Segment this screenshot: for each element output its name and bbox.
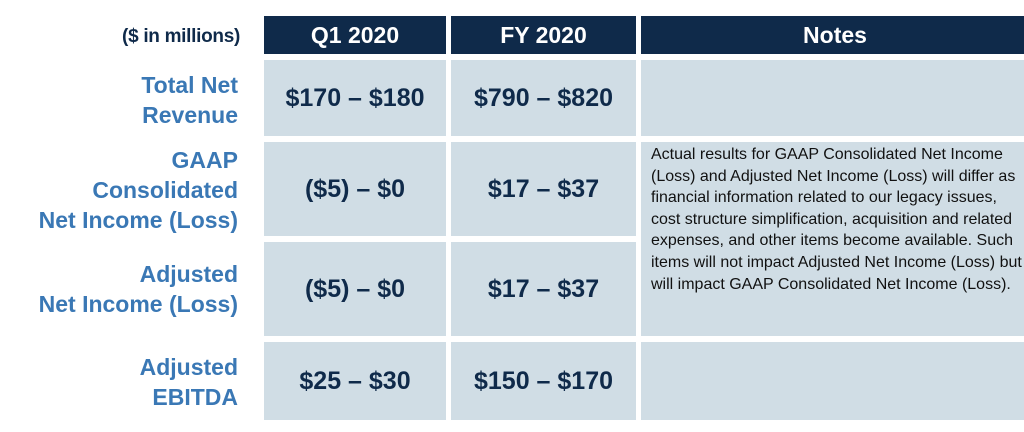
notes-cell-merged (641, 142, 1024, 336)
header-notes: Notes (641, 16, 1024, 54)
adjusted-net-income-fy-cell: $17 – $37 (451, 242, 636, 336)
row-label-line: EBITDA (152, 384, 238, 410)
header-q1-2020: Q1 2020 (264, 16, 446, 54)
row-label-gaap-consolidated-net-income: GAAP Consolidated Net Income (Loss) (20, 142, 238, 238)
gaap-net-income-fy-cell: $17 – $37 (451, 142, 636, 236)
notes-cell-row4 (641, 342, 1024, 420)
total-net-revenue-q1-cell: $170 – $180 (264, 60, 446, 136)
total-net-revenue-fy-cell: $790 – $820 (451, 60, 636, 136)
row-label-line: Adjusted (139, 354, 238, 380)
header-fy-2020: FY 2020 (451, 16, 636, 54)
row-label-adjusted-ebitda: Adjusted EBITDA (20, 342, 238, 422)
row-label-line: Total Net (141, 72, 238, 98)
notes-cell-row1 (641, 60, 1024, 136)
adjusted-net-income-q1-cell: ($5) – $0 (264, 242, 446, 336)
row-label-line: Adjusted (139, 261, 238, 287)
adjusted-ebitda-fy-cell: $150 – $170 (451, 342, 636, 420)
gaap-net-income-q1-cell: ($5) – $0 (264, 142, 446, 236)
row-label-adjusted-net-income: Adjusted Net Income (Loss) (20, 242, 238, 336)
row-label-line: Net Income (Loss) (38, 291, 238, 317)
row-label-line: Consolidated (92, 177, 238, 203)
row-label-line: Net Income (Loss) (38, 207, 238, 233)
adjusted-ebitda-q1-cell: $25 – $30 (264, 342, 446, 420)
notes-text: Actual results for GAAP Consolidated Net… (651, 146, 1022, 293)
row-label-line: Revenue (142, 102, 238, 128)
units-label: ($ in millions) (122, 26, 240, 47)
row-label-total-net-revenue: Total Net Revenue (20, 60, 238, 140)
row-label-line: GAAP (171, 147, 238, 173)
